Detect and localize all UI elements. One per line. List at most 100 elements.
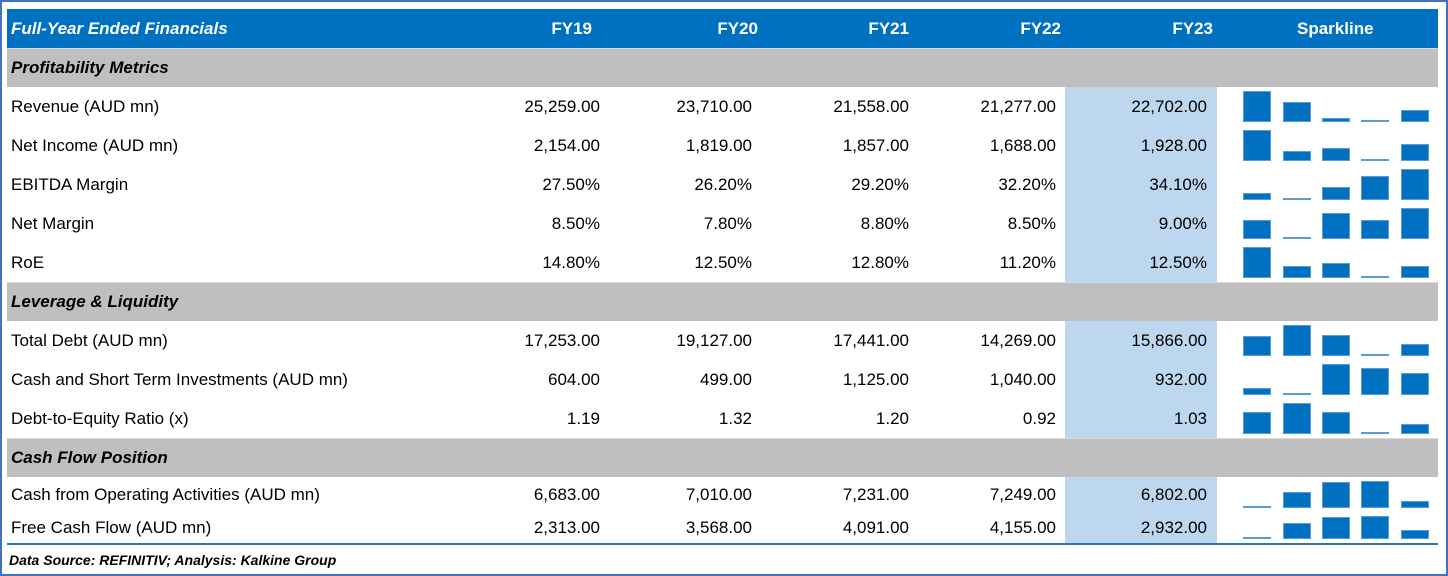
sparkline-bar-fy22 <box>1361 432 1389 434</box>
value-fy19: 1.19 <box>566 408 600 428</box>
value-fy23: 1,928.00 <box>1140 135 1207 155</box>
value-fy19: 25,259.00 <box>524 96 600 116</box>
column-header-fy23: FY23 <box>1172 18 1213 38</box>
fy23-highlight <box>1065 321 1217 360</box>
fy23-highlight <box>1065 512 1217 543</box>
table-row: Total Debt (AUD mn) 17,253.00 19,127.00 17,… <box>7 321 1438 360</box>
table-row: Net Income (AUD mn) 2,154.00 1,819.00 1,857… <box>7 126 1438 165</box>
table-row: Net Margin 8.50% 7.80% 8.80% 8.50% 9.00% <box>7 204 1438 243</box>
fy23-highlight <box>1065 204 1217 243</box>
row-label: RoE <box>11 252 45 272</box>
sparkline-bar-fy21 <box>1322 412 1350 434</box>
sparkline-bar-fy21 <box>1322 187 1350 200</box>
value-fy22: 0.92 <box>1022 408 1056 428</box>
value-fy21: 8.80% <box>860 213 909 233</box>
sparkline-bar-fy21 <box>1322 263 1350 278</box>
sparkline <box>1243 169 1431 200</box>
sparkline-bar-fy20 <box>1283 325 1311 356</box>
sparkline <box>1243 325 1431 356</box>
sparkline-bar-fy22 <box>1361 354 1389 356</box>
sparkline-bar-fy22 <box>1361 368 1389 395</box>
row-label: Revenue (AUD mn) <box>11 96 160 116</box>
value-fy21: 1,857.00 <box>842 135 909 155</box>
sparkline-bar-fy20 <box>1283 393 1311 395</box>
sparkline-bar-fy21 <box>1322 148 1350 161</box>
value-fy23: 9.00% <box>1158 213 1207 233</box>
value-fy21: 1,125.00 <box>842 369 909 389</box>
value-fy23: 1.03 <box>1173 408 1207 428</box>
column-header-fy21: FY21 <box>868 18 909 38</box>
sparkline <box>1243 208 1431 239</box>
sparkline <box>1243 364 1431 395</box>
sparkline-bar-fy23 <box>1401 169 1429 200</box>
value-fy23: 932.00 <box>1155 369 1207 389</box>
section-title: Leverage & Liquidity <box>11 292 179 311</box>
sparkline-bar-fy20 <box>1283 102 1311 122</box>
sparkline-bar-fy19 <box>1243 537 1271 539</box>
value-fy22: 1,688.00 <box>989 135 1056 155</box>
value-fy23: 12.50% <box>1149 252 1207 272</box>
table-bottom-border <box>7 543 1438 545</box>
value-fy22: 11.20% <box>999 252 1056 272</box>
value-fy20: 499.00 <box>700 369 752 389</box>
fy23-highlight <box>1065 360 1217 399</box>
row-label: Cash from Operating Activities (AUD mn) <box>11 484 320 504</box>
sparkline-bar-fy20 <box>1283 237 1311 239</box>
sparkline-bar-fy19 <box>1243 220 1271 239</box>
row-label: Total Debt (AUD mn) <box>11 330 168 350</box>
value-fy22: 14,269.00 <box>980 330 1056 350</box>
financials-table: Full-Year Ended Financials FY19 FY20 FY2… <box>7 9 1438 543</box>
fy23-highlight <box>1065 243 1217 282</box>
table-row: Cash from Operating Activities (AUD mn) 6… <box>7 477 1438 512</box>
sparkline-bar-fy19 <box>1243 388 1271 395</box>
sparkline-bar-fy23 <box>1401 424 1429 434</box>
source-footnote: Data Source: REFINITIV; Analysis: Kalkin… <box>9 552 337 568</box>
value-fy19: 14.80% <box>542 252 600 272</box>
sparkline-bar-fy23 <box>1401 144 1429 161</box>
value-fy23: 15,866.00 <box>1131 330 1207 350</box>
sparkline-bar-fy23 <box>1401 373 1429 395</box>
value-fy23: 22,702.00 <box>1131 96 1207 116</box>
section-title: Profitability Metrics <box>11 58 169 77</box>
value-fy20: 26.20% <box>694 174 752 194</box>
fy23-highlight <box>1065 126 1217 165</box>
table-row: EBITDA Margin 27.50% 26.20% 29.20% 32.20% 34.… <box>7 165 1438 204</box>
sparkline-bar-fy22 <box>1361 276 1389 278</box>
table-row: Revenue (AUD mn) 25,259.00 23,710.00 21,558… <box>7 87 1438 126</box>
sparkline-bar-fy21 <box>1322 364 1350 395</box>
sparkline-bar-fy22 <box>1361 159 1389 161</box>
value-fy22: 21,277.00 <box>980 96 1056 116</box>
column-header-fy19: FY19 <box>551 18 592 38</box>
value-fy20: 19,127.00 <box>676 330 752 350</box>
sparkline <box>1243 403 1431 434</box>
sparkline-bar-fy22 <box>1361 120 1389 122</box>
value-fy21: 4,091.00 <box>842 517 909 537</box>
column-header-fy22: FY22 <box>1020 18 1061 38</box>
value-fy20: 3,568.00 <box>685 517 752 537</box>
value-fy20: 7.80% <box>703 213 752 233</box>
value-fy23: 6,802.00 <box>1140 484 1207 504</box>
sparkline-bar-fy22 <box>1361 176 1389 200</box>
table-header: Full-Year Ended Financials FY19 FY20 FY2… <box>7 9 1438 48</box>
value-fy21: 12.80% <box>851 252 909 272</box>
value-fy19: 17,253.00 <box>524 330 600 350</box>
value-fy19: 27.50% <box>542 174 600 194</box>
sparkline-bar-fy23 <box>1401 266 1429 278</box>
value-fy22: 8.50% <box>1007 213 1056 233</box>
row-label: EBITDA Margin <box>11 174 129 194</box>
sparkline-bar-fy20 <box>1283 151 1311 161</box>
sparkline <box>1243 130 1431 161</box>
sparkline-bar-fy20 <box>1283 523 1311 539</box>
section-header: Cash Flow Position <box>7 438 1438 477</box>
value-fy19: 6,683.00 <box>533 484 600 504</box>
sparkline-bar-fy19 <box>1243 336 1271 356</box>
value-fy20: 23,710.00 <box>676 96 752 116</box>
table-row: Free Cash Flow (AUD mn) 2,313.00 3,568.00 4… <box>7 512 1438 543</box>
sparkline-bar-fy23 <box>1401 530 1429 539</box>
sparkline-bar-fy23 <box>1401 110 1429 122</box>
section-title: Cash Flow Position <box>11 448 168 467</box>
value-fy20: 1,819.00 <box>685 135 752 155</box>
section-header: Leverage & Liquidity <box>7 282 1438 321</box>
sparkline-bar-fy19 <box>1243 193 1271 200</box>
sparkline-bar-fy21 <box>1322 517 1350 539</box>
